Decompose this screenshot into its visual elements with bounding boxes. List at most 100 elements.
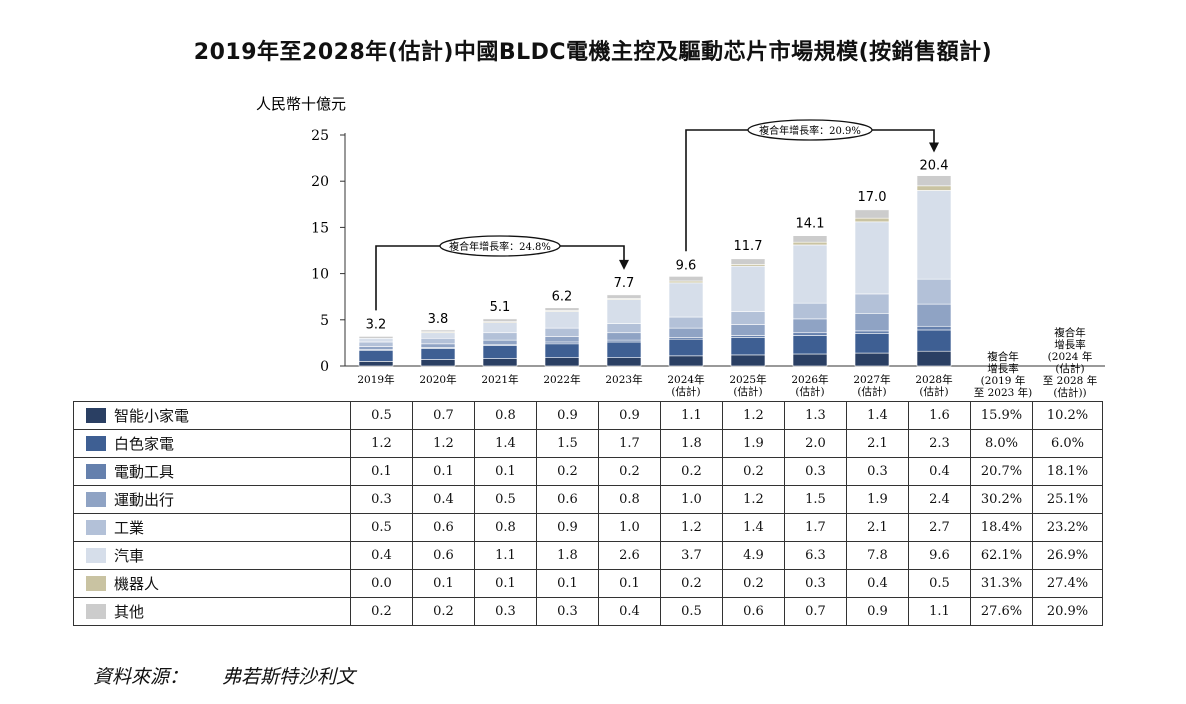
x-tick-label: 2021年: [481, 373, 518, 386]
x-tick-label: (估計): [857, 385, 886, 398]
y-axis-label: 人民幣十億元: [256, 95, 346, 113]
table-cell: 0.5: [350, 513, 413, 542]
table-cell: 0.5: [660, 597, 723, 626]
table-row: 白色家電 1.2 1.2 1.4 1.5 1.7 1.8 1.9 2.0 2.1 2.3 8.0% 6.…: [73, 429, 1103, 458]
y-tick-label: 10: [311, 267, 329, 283]
bar-total-label: 14.1: [796, 217, 825, 232]
bar-segment: [420, 348, 456, 360]
cagr-header-label: (2019 年: [981, 374, 1026, 387]
table-cell: 31.3%: [970, 569, 1033, 598]
table-cell: 1.6: [908, 401, 971, 430]
table-cell: 0.3: [350, 485, 413, 514]
bar-segment: [358, 337, 394, 343]
x-tick-label: 2025年: [729, 373, 766, 386]
bar-segment: [854, 333, 890, 354]
bar-segment: [606, 341, 642, 358]
table-cell: 0.7: [412, 401, 475, 430]
bar-segment: [916, 190, 952, 280]
table-cell: 0.2: [412, 597, 475, 626]
table-cell: 0.2: [350, 597, 413, 626]
table-cell: 2.7: [908, 513, 971, 542]
table-cell: 0.1: [598, 569, 661, 598]
x-tick-label: 2023年: [605, 373, 642, 386]
y-tick-label: 25: [311, 128, 329, 144]
legend-swatch: [86, 464, 106, 479]
cagr-annotation-label: 複合年增長率：24.8%: [449, 240, 551, 253]
table-cell: 8.0%: [970, 429, 1033, 458]
table-cell: 1.5: [784, 485, 847, 514]
table-cell: 0.8: [474, 401, 537, 430]
table-cell: 0.3: [784, 569, 847, 598]
table-cell: 0.9: [536, 401, 599, 430]
bar-segment: [482, 322, 518, 334]
table-cell: 27.4%: [1032, 569, 1103, 598]
bar-segment: [544, 307, 580, 311]
table-cell: 0.2: [660, 457, 723, 486]
table-cell: 2.3: [908, 429, 971, 458]
table-row: 電動工具 0.1 0.1 0.1 0.2 0.2 0.2 0.2 0.3 0.3 0.4 20.7% 1…: [73, 457, 1103, 486]
series-name: 其他: [114, 603, 145, 621]
series-label-cell: 白色家電: [73, 429, 351, 458]
y-tick-label: 0: [320, 359, 329, 375]
bar-segment: [420, 343, 456, 348]
bar-segment: [792, 235, 828, 243]
cagr-bubble: [439, 235, 561, 257]
bar-segment: [358, 336, 394, 339]
bar-segment: [916, 175, 952, 187]
bar-segment: [792, 335, 828, 355]
series-label-cell: 機器人: [73, 569, 351, 598]
table-cell: 18.4%: [970, 513, 1033, 542]
bar-segment: [606, 357, 642, 367]
table-cell: 0.2: [660, 569, 723, 598]
bar-segment: [730, 337, 766, 356]
bar-total-label: 7.7: [614, 276, 635, 291]
table-cell: 0.5: [474, 485, 537, 514]
x-tick-label: 2028年: [915, 373, 952, 386]
series-label-cell: 智能小家電: [73, 401, 351, 430]
bar-segment: [420, 337, 456, 345]
table-cell: 10.2%: [1032, 401, 1103, 430]
y-tick-label: 20: [311, 174, 329, 190]
cagr-arrow-line: [685, 129, 935, 252]
x-tick-label: 2020年: [419, 373, 456, 386]
x-tick-label: 2019年: [357, 373, 394, 386]
series-name: 智能小家電: [114, 407, 190, 425]
table-cell: 0.2: [598, 457, 661, 486]
table-cell: 4.9: [722, 541, 785, 570]
bar-segment: [668, 276, 704, 282]
bar-total-label: 5.1: [490, 300, 511, 315]
table-cell: 6.3: [784, 541, 847, 570]
table-cell: 1.1: [908, 597, 971, 626]
bar-segment: [606, 299, 642, 324]
cagr-arrowhead: [619, 259, 629, 270]
table-cell: 1.2: [660, 513, 723, 542]
table-cell: 26.9%: [1032, 541, 1103, 570]
source-value: 弗若斯特沙利文: [222, 666, 356, 688]
bar-total-label: 11.7: [734, 239, 763, 254]
table-cell: 1.5: [536, 429, 599, 458]
table-cell: 0.2: [536, 457, 599, 486]
bar-segment: [358, 349, 394, 362]
cagr-header-label: 增長率: [987, 362, 1019, 375]
source-label: 資料來源：: [93, 666, 189, 688]
table-cell: 1.9: [846, 485, 909, 514]
series-name: 汽車: [114, 547, 145, 565]
table-cell: 0.1: [536, 569, 599, 598]
table-cell: 2.1: [846, 513, 909, 542]
table-cell: 1.7: [784, 513, 847, 542]
table-cell: 0.7: [784, 597, 847, 626]
table-cell: 1.0: [598, 513, 661, 542]
table-cell: 0.1: [350, 457, 413, 486]
cagr-header-label: 增長率: [1054, 338, 1086, 351]
series-label-cell: 工業: [73, 513, 351, 542]
table-cell: 0.4: [412, 485, 475, 514]
x-tick-label: (估計): [919, 385, 948, 398]
x-tick-label: 2026年: [791, 373, 828, 386]
source-note: 資料來源： 弗若斯特沙利文: [93, 662, 355, 689]
table-cell: 0.6: [412, 513, 475, 542]
y-tick-label: 15: [311, 220, 329, 236]
cagr-header-label: (估計)): [1053, 386, 1086, 399]
table-cell: 1.2: [412, 429, 475, 458]
bar-segment: [482, 318, 518, 322]
bar-segment: [358, 341, 394, 347]
